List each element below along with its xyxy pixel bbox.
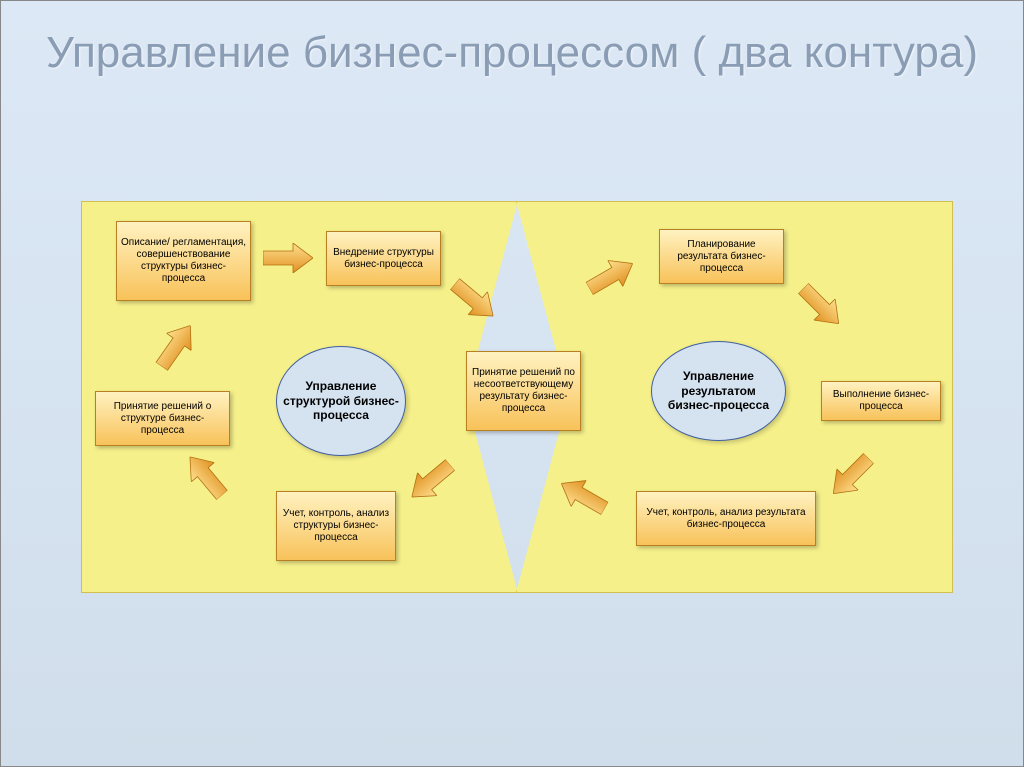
box-label: Учет, контроль, анализ структуры бизнес-… — [281, 508, 391, 544]
box-l-mid-left: Принятие решений о структуре бизнес- про… — [95, 391, 230, 446]
diagram-canvas: Управление структурой бизнес-процесса Уп… — [81, 201, 951, 591]
box-l-bottom: Учет, контроль, анализ структуры бизнес-… — [276, 491, 396, 561]
box-label: Принятие решений по несоответствующему р… — [471, 367, 576, 415]
arrow-icon — [263, 243, 313, 273]
box-label: Планирование результата бизнес-процесса — [664, 239, 779, 275]
box-l-top-left: Описание/ регламентация, совершенствован… — [116, 221, 251, 301]
box-r-right: Выполнение бизнес-процесса — [821, 381, 941, 421]
slide: Управление бизнес-процессом ( два контур… — [0, 0, 1024, 767]
ellipse-label: Управление структурой бизнес-процесса — [283, 379, 399, 422]
box-r-top: Планирование результата бизнес-процесса — [659, 229, 784, 284]
box-label: Описание/ регламентация, совершенствован… — [121, 237, 246, 285]
box-label: Выполнение бизнес-процесса — [826, 389, 936, 413]
box-r-bottom: Учет, контроль, анализ результата бизнес… — [636, 491, 816, 546]
ellipse-center-left: Управление структурой бизнес-процесса — [276, 346, 406, 456]
ellipse-center-right: Управление результатом бизнес-процесса — [651, 341, 786, 441]
slide-title: Управление бизнес-процессом ( два контур… — [1, 1, 1023, 77]
box-bridge: Принятие решений по несоответствующему р… — [466, 351, 581, 431]
ellipse-label: Управление результатом бизнес-процесса — [658, 369, 779, 412]
box-label: Учет, контроль, анализ результата бизнес… — [641, 507, 811, 531]
box-label: Принятие решений о структуре бизнес- про… — [100, 401, 225, 437]
box-label: Внедрение структуры бизнес-процесса — [331, 247, 436, 271]
box-l-top-right: Внедрение структуры бизнес-процесса — [326, 231, 441, 286]
